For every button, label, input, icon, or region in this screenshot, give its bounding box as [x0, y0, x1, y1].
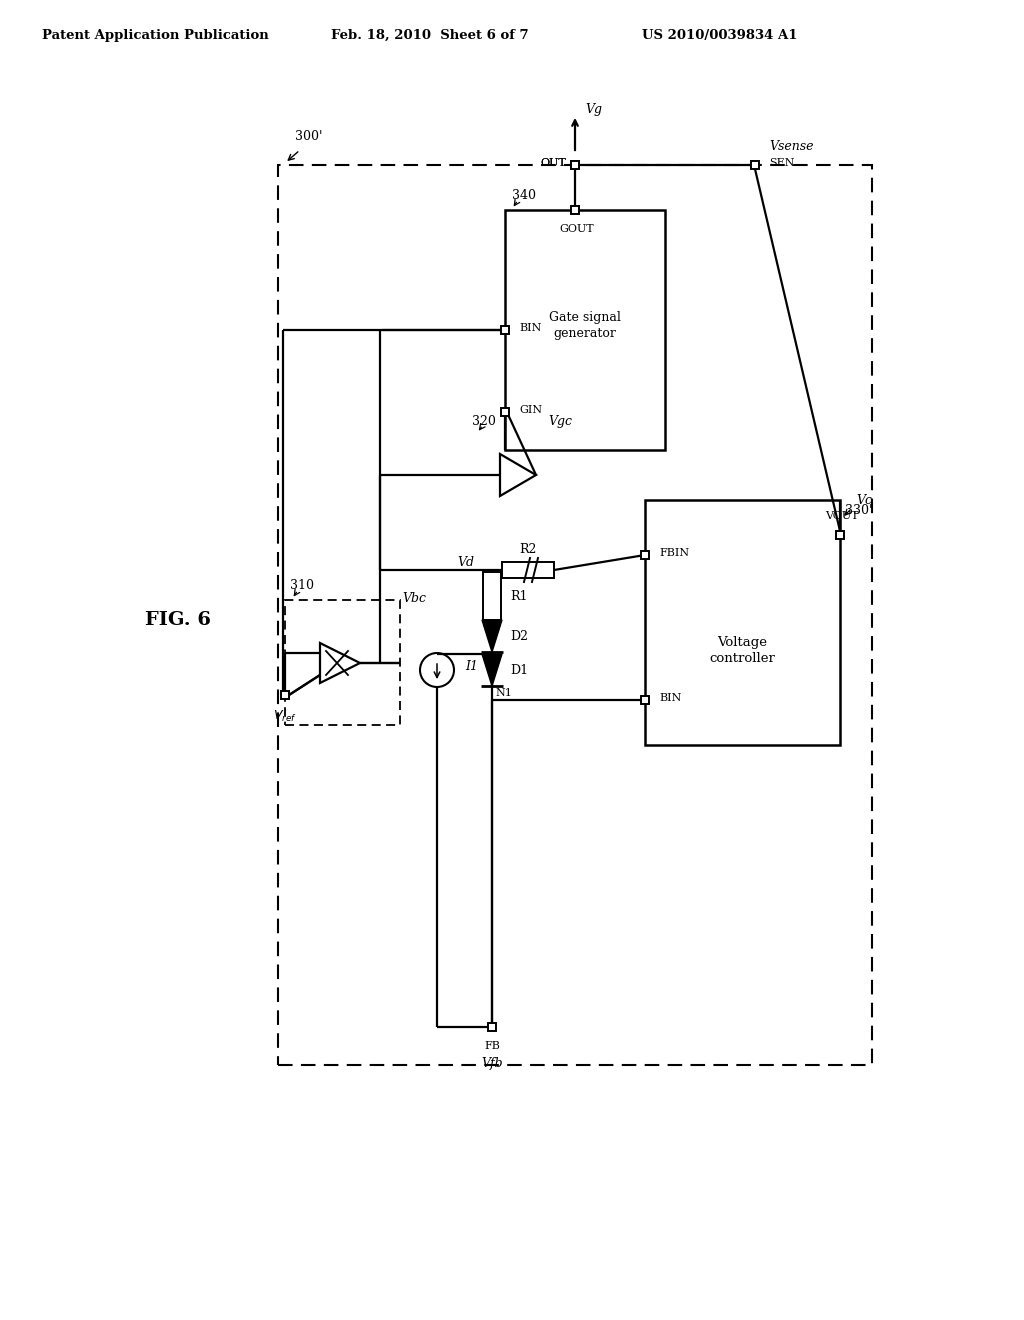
Text: OUT: OUT: [540, 158, 566, 168]
Bar: [505, 210, 665, 450]
Text: 310: 310: [290, 579, 314, 591]
Text: 300': 300': [295, 129, 323, 143]
Text: FB: FB: [484, 1041, 500, 1051]
Bar: [285, 601, 400, 725]
Text: 330': 330': [845, 503, 872, 516]
Text: D1: D1: [510, 664, 528, 676]
Text: generator: generator: [554, 326, 616, 339]
Text: Vsense: Vsense: [769, 140, 813, 153]
Bar: [836, 531, 844, 539]
Text: controller: controller: [709, 652, 775, 664]
Text: VOUT: VOUT: [825, 511, 859, 521]
Text: Feb. 18, 2010  Sheet 6 of 7: Feb. 18, 2010 Sheet 6 of 7: [331, 29, 528, 41]
Text: 340: 340: [512, 189, 536, 202]
Text: Vgc: Vgc: [548, 414, 572, 428]
Text: OUT: OUT: [540, 158, 566, 168]
Bar: [645, 500, 840, 744]
Bar: [502, 562, 554, 578]
Polygon shape: [482, 620, 502, 652]
Text: I1: I1: [465, 660, 478, 672]
Text: R1: R1: [510, 590, 527, 602]
Bar: [501, 326, 509, 334]
Text: Vg: Vg: [585, 103, 602, 116]
Bar: [278, 165, 872, 1065]
Text: US 2010/0039834 A1: US 2010/0039834 A1: [642, 29, 798, 41]
Bar: [571, 161, 579, 169]
Text: Voltage: Voltage: [717, 636, 767, 648]
Bar: [501, 408, 509, 416]
Text: FBIN: FBIN: [659, 548, 689, 558]
Bar: [571, 206, 579, 214]
Text: R2: R2: [519, 543, 537, 556]
Bar: [641, 550, 649, 558]
Text: Gate signal: Gate signal: [549, 312, 621, 325]
Bar: [483, 572, 501, 620]
Text: Vd: Vd: [457, 556, 474, 569]
Text: GIN: GIN: [519, 405, 542, 414]
Bar: [281, 690, 289, 700]
Text: GOUT: GOUT: [560, 224, 594, 234]
Text: $V_{ref}$: $V_{ref}$: [273, 709, 297, 725]
Polygon shape: [482, 653, 502, 686]
Text: N1: N1: [495, 688, 512, 698]
Bar: [488, 1023, 496, 1031]
Text: D2: D2: [510, 630, 528, 643]
Text: BIN: BIN: [519, 323, 542, 333]
Text: SEN: SEN: [769, 158, 795, 168]
Bar: [751, 161, 759, 169]
Bar: [571, 161, 579, 169]
Text: Patent Application Publication: Patent Application Publication: [42, 29, 268, 41]
Text: Vc: Vc: [856, 494, 872, 507]
Text: Vfb: Vfb: [481, 1057, 503, 1071]
Text: BIN: BIN: [659, 693, 681, 704]
Text: Vbc: Vbc: [402, 591, 426, 605]
Text: FIG. 6: FIG. 6: [145, 611, 211, 630]
Text: 320: 320: [472, 414, 496, 428]
Bar: [641, 696, 649, 704]
